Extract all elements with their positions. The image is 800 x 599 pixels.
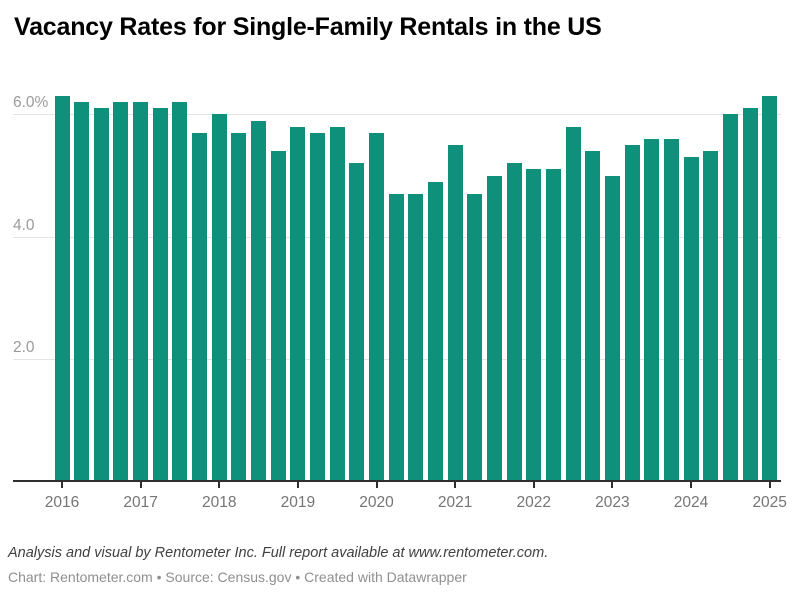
x-axis-label: 2016 [44,494,80,511]
x-axis-tick [690,482,692,488]
footer-credit: Chart: Rentometer.com • Source: Census.g… [8,569,467,585]
bar-2017-q2 [152,108,168,481]
bar-2018-q3 [251,120,267,481]
y-axis-label: 6.0% [13,94,49,112]
x-axis-tick [532,482,535,488]
bar-2019-q4 [349,163,365,481]
bar-2020-q3 [408,193,424,481]
x-axis-label: 2025 [752,494,787,511]
bar-2017-q3 [172,102,188,481]
bar-2021-q2 [467,193,483,481]
x-axis-label: 2021 [437,494,473,511]
y-axis-label: 2.0 [13,338,35,356]
bar-2024-q4 [742,108,758,481]
bar-2016-q4 [113,102,129,481]
x-axis-tick [768,482,771,488]
bar-2022-q1 [526,169,542,481]
bar-2017-q4 [192,132,208,481]
bar-2016-q2 [74,102,90,481]
x-axis-label: 2023 [595,494,630,511]
bar-2020-q4 [427,181,443,481]
bar-2018-q2 [231,132,247,481]
bar-2022-q3 [565,126,581,481]
bar-2018-q1 [211,114,227,481]
x-axis-label: 2020 [359,494,394,511]
bar-2021-q3 [486,175,502,481]
y-axis-label: 4.0 [13,216,35,234]
bar-2023-q2 [624,144,640,481]
x-axis-tick [61,482,63,488]
bar-2024-q1 [683,157,699,481]
bar-2018-q4 [270,151,286,481]
bar-2021-q4 [506,163,522,481]
x-axis-line [13,480,781,482]
x-axis-tick [611,482,614,488]
bar-2017-q1 [133,102,149,481]
bar-2022-q4 [585,151,601,481]
bar-2021-q1 [447,144,463,481]
x-axis-tick [139,482,142,488]
chart-title: Vacancy Rates for Single-Family Rentals … [14,13,602,41]
y-gridline [13,114,781,116]
x-axis-label: 2022 [516,494,552,511]
bar-2016-q3 [93,108,109,481]
x-axis-tick [454,482,457,488]
bar-2019-q2 [310,132,326,481]
bar-2020-q2 [388,193,404,481]
bar-2023-q1 [604,175,620,481]
x-axis-label: 2019 [280,494,316,511]
x-axis-tick [375,482,378,488]
footer-note: Analysis and visual by Rentometer Inc. F… [8,545,549,561]
x-axis-tick [296,482,299,488]
x-axis-label: 2017 [123,494,158,511]
bar-2019-q3 [329,126,345,481]
bar-2024-q3 [722,114,738,481]
bar-2025-q1 [762,96,778,481]
bar-2024-q2 [703,151,719,481]
bar-2020-q1 [369,132,384,481]
bar-2023-q3 [644,138,660,481]
x-axis-label: 2018 [202,494,237,511]
bar-2023-q4 [663,138,679,481]
bar-2019-q1 [290,126,306,481]
x-axis-tick [218,482,221,488]
bar-2016-q1 [54,96,70,481]
x-axis-label: 2024 [673,494,709,511]
bar-2022-q2 [545,169,561,481]
